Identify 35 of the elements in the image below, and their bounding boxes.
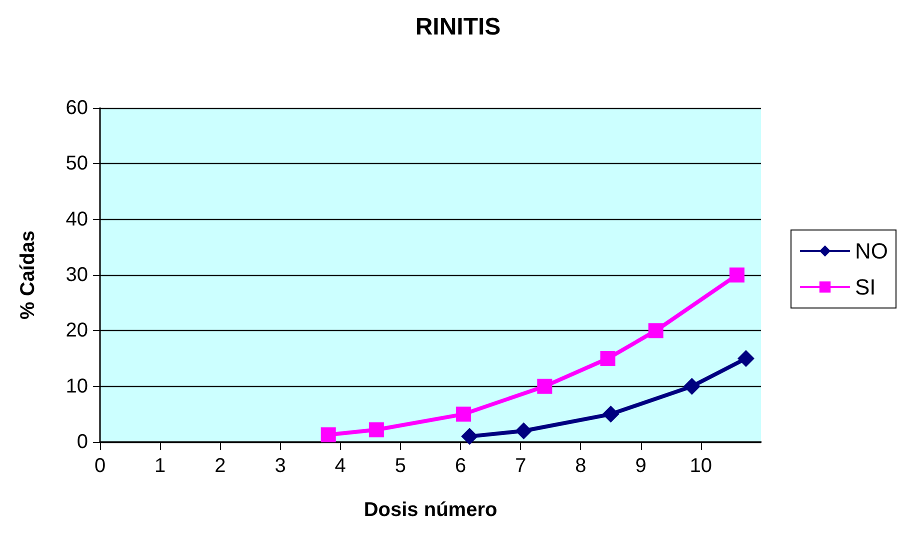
x-tick-label: 0: [94, 455, 106, 477]
x-tick-label: 7: [515, 455, 526, 477]
x-tick-label: 10: [690, 455, 712, 477]
y-tick-label: 0: [76, 431, 88, 453]
y-tick-label: 60: [66, 97, 88, 119]
legend-label: SI: [855, 274, 876, 300]
x-tick-label: 5: [394, 455, 406, 477]
point: [729, 268, 744, 282]
x-tick-label: 2: [214, 455, 226, 477]
y-axis-title: % Caídas: [17, 230, 39, 320]
y-tick-label: 10: [66, 375, 88, 398]
x-tick-label: 4: [334, 455, 346, 477]
point: [737, 350, 754, 367]
point: [648, 323, 664, 338]
x-tick-label: 1: [154, 455, 166, 477]
x-axis-title: Dosis número: [364, 499, 498, 521]
point: [537, 378, 552, 394]
point: [600, 351, 616, 366]
y-tick-label: 30: [66, 264, 88, 286]
point: [515, 422, 532, 440]
y-tick-label: 50: [66, 152, 88, 175]
y-tick-label: 40: [66, 208, 88, 230]
point: [683, 378, 700, 395]
point: [602, 406, 620, 423]
point: [461, 428, 478, 445]
x-tick-label: 3: [274, 455, 286, 477]
chart-title: RINITIS: [415, 14, 501, 40]
point: [456, 406, 472, 422]
legend-label: NO: [855, 238, 888, 264]
x-tick-label: 6: [454, 455, 466, 477]
point: [320, 427, 336, 442]
y-tick-label: 20: [66, 320, 88, 342]
x-tick-label: 9: [635, 455, 646, 477]
point: [368, 422, 384, 438]
x-tick-label: 8: [575, 455, 586, 477]
